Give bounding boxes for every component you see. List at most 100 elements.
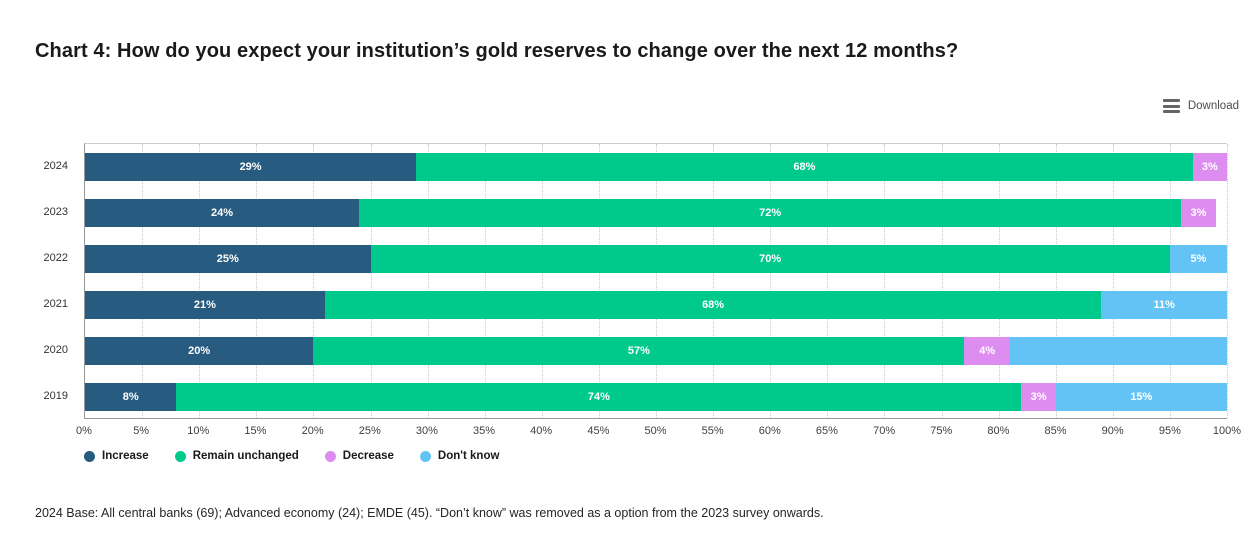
y-axis-label: 2021 xyxy=(43,298,68,310)
legend-item-label: Decrease xyxy=(342,450,394,462)
stacked-bar-2024: 29% 68% 3% xyxy=(85,153,1227,181)
gridline xyxy=(656,144,657,418)
bar-segment: 21% xyxy=(85,291,325,319)
bar-segment-label: 8% xyxy=(122,391,139,403)
bar-segment-label: 5% xyxy=(1190,253,1207,265)
bar-segment: 25% xyxy=(85,245,371,273)
y-axis-label: 2024 xyxy=(43,160,68,172)
bar-segment-label: 3% xyxy=(1201,161,1218,173)
bar-segment-label: 24% xyxy=(211,207,234,219)
bar-segment: 72% xyxy=(359,199,1182,227)
x-axis-tick-label: 60% xyxy=(758,425,781,437)
gridline xyxy=(313,144,315,418)
x-axis-tick-label: 75% xyxy=(930,425,953,437)
gridline xyxy=(998,144,1000,418)
legend: Increase Remain unchanged Decrease Don't kn… xyxy=(84,450,499,462)
x-axis-tick-label: 20% xyxy=(301,425,324,437)
y-axis-label: 2019 xyxy=(43,390,68,402)
stacked-bar-2019: 8% 74% 3% 15% xyxy=(85,383,1227,411)
bar-segment-label: 4% xyxy=(979,345,996,357)
gridline xyxy=(827,144,829,418)
bar-segment-label: 25% xyxy=(216,253,239,265)
x-axis-tick-label: 10% xyxy=(187,425,210,437)
stacked-bar-2022: 25% 70% 5% xyxy=(85,245,1227,273)
x-axis-tick-label: 65% xyxy=(815,425,838,437)
legend-marker-icon xyxy=(174,450,186,462)
bar-segment: 20% xyxy=(85,337,314,365)
x-axis-tick-label: 40% xyxy=(530,425,553,437)
gridline xyxy=(142,144,144,418)
y-axis-label: 2022 xyxy=(43,252,68,264)
x-axis-tick-label: 30% xyxy=(415,425,438,437)
bar-segment: 3% xyxy=(1181,199,1216,227)
x-axis-tick-label: 85% xyxy=(1044,425,1067,437)
bar-segment-label: 70% xyxy=(759,253,782,265)
y-axis-label: 2020 xyxy=(43,344,68,356)
legend-item-decrease[interactable]: Decrease xyxy=(324,450,394,462)
bar-segment: 70% xyxy=(370,245,1170,273)
bar-segment: 8% xyxy=(85,383,177,411)
x-axis-tick-label: 95% xyxy=(1158,425,1181,437)
bar-segment-label: 21% xyxy=(193,299,216,311)
gridline xyxy=(484,144,486,418)
gridline xyxy=(941,144,943,418)
legend-item-increase[interactable]: Increase xyxy=(84,450,149,462)
x-axis-tick-label: 45% xyxy=(587,425,610,437)
legend-marker-icon xyxy=(324,450,336,462)
x-axis-tick-label: 50% xyxy=(644,425,667,437)
bar-segment-label: 68% xyxy=(793,161,816,173)
download-button-label: Download xyxy=(1187,100,1239,112)
gridline xyxy=(884,144,886,418)
legend-item-don-t-know[interactable]: Don't know xyxy=(419,450,500,462)
bar-row-2021: 21% 68% 11% xyxy=(85,282,1227,328)
bar-segment-label: 15% xyxy=(1130,391,1153,403)
bar-segment: 68% xyxy=(324,291,1102,319)
bar-segment: 3% xyxy=(1021,383,1056,411)
legend-item-label: Remain unchanged xyxy=(192,450,299,462)
y-axis-labels: 2024 2023 2022 2021 2020 2019 xyxy=(0,143,68,419)
x-axis-tick-label: 5% xyxy=(133,425,150,437)
bar-segment: 68% xyxy=(416,153,1193,181)
gridline xyxy=(1169,144,1171,418)
bar-row-2022: 25% 70% 5% xyxy=(85,236,1227,282)
bar-row-2023: 24% 72% 3% xyxy=(85,190,1227,236)
bar-segment: 3% xyxy=(1192,153,1227,181)
bar-segment: 74% xyxy=(176,383,1022,411)
legend-item-label: Don't know xyxy=(437,450,500,462)
x-axis-labels: 0% 5% 10% 15% 20% 25% 30% 35% 40% 45% 50% 55% 60% 65%… xyxy=(76,425,1241,439)
legend-marker-icon xyxy=(84,450,95,462)
gridline xyxy=(199,144,201,418)
hamburger-menu-icon xyxy=(1162,99,1180,113)
legend-marker-icon xyxy=(419,450,431,462)
bar-row-2024: 29% 68% 3% xyxy=(85,144,1227,190)
x-axis-tick-label: 90% xyxy=(1101,425,1124,437)
bar-segment: 5% xyxy=(1169,245,1227,273)
y-axis-label: 2023 xyxy=(43,206,68,218)
x-axis-tick-label: 15% xyxy=(244,425,267,437)
gridline xyxy=(1112,144,1114,418)
bar-row-2020: 20% 57% 4% xyxy=(85,328,1227,374)
x-axis-tick-label: 25% xyxy=(358,425,381,437)
x-axis-tick-label: 70% xyxy=(873,425,896,437)
stacked-bar-2023: 24% 72% 3% xyxy=(85,199,1227,227)
x-axis-tick-label: 100% xyxy=(1212,425,1242,437)
bar-segment: 57% xyxy=(313,337,965,365)
legend-item-remain-unchanged[interactable]: Remain unchanged xyxy=(174,450,299,462)
bar-segment-label: 68% xyxy=(702,299,725,311)
bar-segment: 15% xyxy=(1055,383,1227,411)
bar-segment: 29% xyxy=(85,153,417,181)
gridline xyxy=(256,144,258,418)
gridline xyxy=(1227,144,1228,418)
stacked-bar-2020: 20% 57% 4% xyxy=(85,337,1227,365)
bar-segment-label: 3% xyxy=(1190,207,1207,219)
gridline xyxy=(713,144,715,418)
bar-segment-label: 20% xyxy=(188,345,211,357)
gridline xyxy=(541,144,543,418)
chart-title: Chart 4: How do you expect your institut… xyxy=(35,40,959,62)
bar-segment: 24% xyxy=(85,199,360,227)
bar-rows: 29% 68% 3% 24% 72% 3% 25% 70% 5% 21% 68% 11% 20% 57% 4… xyxy=(85,144,1227,418)
stacked-bar-2021: 21% 68% 11% xyxy=(85,291,1227,319)
bar-segment-label: 11% xyxy=(1153,299,1175,311)
download-button[interactable]: Download xyxy=(1162,99,1239,113)
